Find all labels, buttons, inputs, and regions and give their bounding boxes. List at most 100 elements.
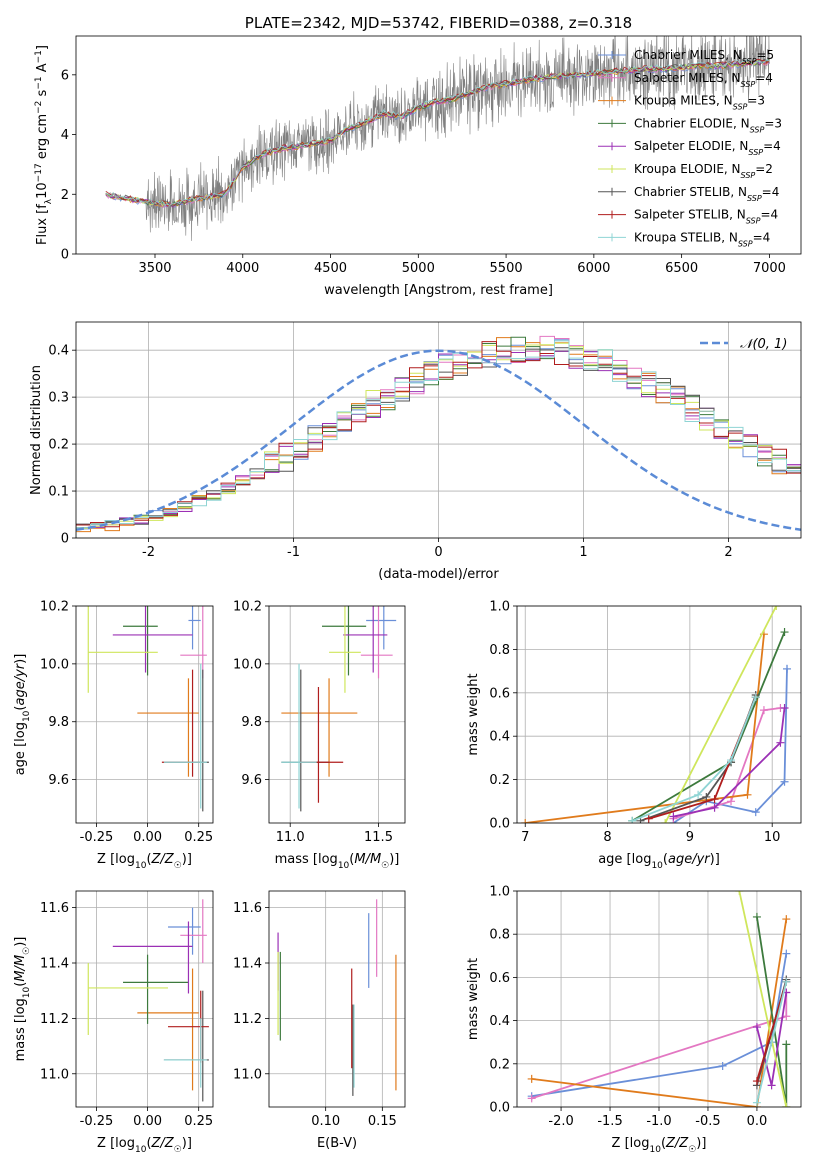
x-tick-label: 1 <box>579 545 587 560</box>
weight_vs_Z-frame <box>516 890 802 1108</box>
x-axis-label: age [log10(age/yr)] <box>598 852 720 871</box>
point-marker <box>710 795 719 804</box>
spectrum-frame <box>75 35 802 255</box>
x-tick-label: -0.25 <box>80 830 114 845</box>
point-chabrier-elodie <box>123 954 189 1024</box>
y-axis-label: Flux [fλ10−17 erg cm−2 s−1 A−1] <box>34 45 54 245</box>
point-marker <box>718 1061 727 1070</box>
y-tick-label: 11.6 <box>233 901 262 916</box>
y-tick-label: 10.2 <box>40 600 69 615</box>
y-tick-label: 11.0 <box>40 1067 69 1082</box>
point-marker <box>752 1077 761 1086</box>
y-tick-label: 0.0 <box>489 1101 510 1116</box>
model-line-salpeter-stelib <box>105 58 770 207</box>
legend-label-salpeter-miles: Salpeter MILES, NSSP=4 <box>634 71 773 89</box>
x-tick-label: -1.5 <box>597 1114 622 1129</box>
age_vs_Z-frame <box>75 605 214 824</box>
age_vs_mass-axes: 11.0 11.5 9.6 9.8 10.0 10.2 <box>233 600 405 845</box>
x-tick-label: -2.0 <box>548 1114 573 1129</box>
y-tick-label: 10.0 <box>233 657 262 672</box>
point-marker <box>759 706 768 715</box>
age_vs_Z-axes: -0.25 0.00 0.25 9.6 9.8 10.0 10.2 <box>40 600 213 846</box>
x-axis-label: Z [log10(Z/Z☉)] <box>612 1136 707 1155</box>
x-tick-label: 0.00 <box>133 830 162 845</box>
x-tick-label: 10 <box>764 830 781 845</box>
point-salpeter-miles <box>360 606 393 679</box>
model-line-kroupa-stelib <box>105 59 770 207</box>
legend-label-gaussian: 𝒩(0, 1) <box>740 337 787 352</box>
mass_vs_ebv-axes: 0.10 0.15 11.0 11.2 11.4 11.6 <box>233 891 405 1129</box>
x-tick-label: 4000 <box>226 261 259 276</box>
point-marker <box>776 738 785 747</box>
point-chabrier-elodie <box>123 606 158 676</box>
series-line <box>631 696 757 822</box>
point-kroupa-stelib <box>163 663 207 809</box>
x-tick-label: 7000 <box>753 261 786 276</box>
point-marker <box>782 1012 791 1021</box>
series-kroupa-elodie <box>735 891 791 1107</box>
y-tick-label: 0.2 <box>489 1057 510 1072</box>
mass_vs_ebv-frame <box>268 890 406 1108</box>
point-salpeter-stelib <box>299 687 344 803</box>
x-tick-label: 0.25 <box>184 1114 213 1129</box>
x-tick-label: 0.0 <box>747 1114 768 1129</box>
point-marker <box>780 628 789 637</box>
y-tick-label: 6 <box>61 68 69 83</box>
y-tick-label: 11.4 <box>233 957 262 972</box>
y-tick-label: 0.2 <box>48 438 69 453</box>
age_vs_mass-points <box>281 606 397 812</box>
point-chabrier-miles <box>168 907 201 955</box>
point-marker <box>727 756 736 765</box>
x-axis-label: Z [log10(Z/Z☉)] <box>97 852 192 871</box>
series-line <box>531 918 788 1107</box>
point-marker <box>782 977 791 986</box>
y-tick-label: 10.2 <box>233 600 262 615</box>
y-tick-label: 11.0 <box>233 1067 262 1082</box>
x-tick-label: -1.0 <box>646 1114 671 1129</box>
y-tick-label: 0.6 <box>489 971 510 986</box>
point-kroupa-elodie <box>329 606 361 693</box>
point-kroupa-stelib <box>163 1018 207 1088</box>
mass_vs_Z-axes: -0.25 0.00 0.25 11.0 11.2 11.4 11.6 <box>40 891 213 1129</box>
point-marker <box>751 808 760 817</box>
x-tick-label: -2 <box>142 545 155 560</box>
x-tick-label: 9 <box>686 830 694 845</box>
legend-label-kroupa-miles: Kroupa MILES, NSSP=3 <box>634 94 765 112</box>
point-marker <box>752 912 761 921</box>
point-marker <box>780 777 789 786</box>
point-kroupa-elodie <box>87 606 158 693</box>
x-tick-label: 8 <box>603 830 611 845</box>
point-marker <box>782 949 791 958</box>
x-tick-label: 0.25 <box>184 830 213 845</box>
y-tick-label: 0.2 <box>489 773 510 788</box>
point-salpeter-elodie <box>112 921 193 994</box>
x-tick-label: -1 <box>287 545 300 560</box>
x-tick-label: 0 <box>434 545 442 560</box>
age_vs_mass-frame <box>268 605 406 824</box>
point-marker <box>527 1094 536 1103</box>
point-chabrier-miles <box>366 606 397 650</box>
y-tick-label: 4 <box>61 128 69 143</box>
y-tick-label: 0.6 <box>489 686 510 701</box>
weight_vs_age-frame <box>516 605 802 824</box>
legend-label-chabrier-stelib: Chabrier STELIB, NSSP=4 <box>634 185 779 203</box>
series-line <box>673 707 786 818</box>
legend-label-chabrier-elodie: Chabrier ELODIE, NSSP=3 <box>634 116 782 133</box>
x-tick-label: 6500 <box>665 261 698 276</box>
y-axis-label: mass weight <box>466 673 481 755</box>
legend-label-chabrier-miles: Chabrier MILES, NSSP=5 <box>634 48 774 66</box>
legend-label-salpeter-elodie: Salpeter ELODIE, NSSP=4 <box>634 139 781 157</box>
residuals-frame <box>75 321 802 539</box>
point-marker <box>527 1074 536 1083</box>
point-kroupa-miles <box>137 678 199 777</box>
chart-title: PLATE=2342, MJD=53742, FIBERID=0388, z=0… <box>245 14 632 32</box>
y-tick-label: 9.6 <box>48 773 69 788</box>
point-marker <box>694 790 703 799</box>
age_vs_Z-points <box>87 606 209 812</box>
point-salpeter-miles <box>180 606 207 679</box>
point-marker <box>752 1023 761 1032</box>
mass_vs_ebv-points <box>277 899 397 1096</box>
point-salpeter-elodie <box>112 606 193 673</box>
y-tick-label: 11.4 <box>40 957 69 972</box>
point-marker <box>727 797 736 806</box>
